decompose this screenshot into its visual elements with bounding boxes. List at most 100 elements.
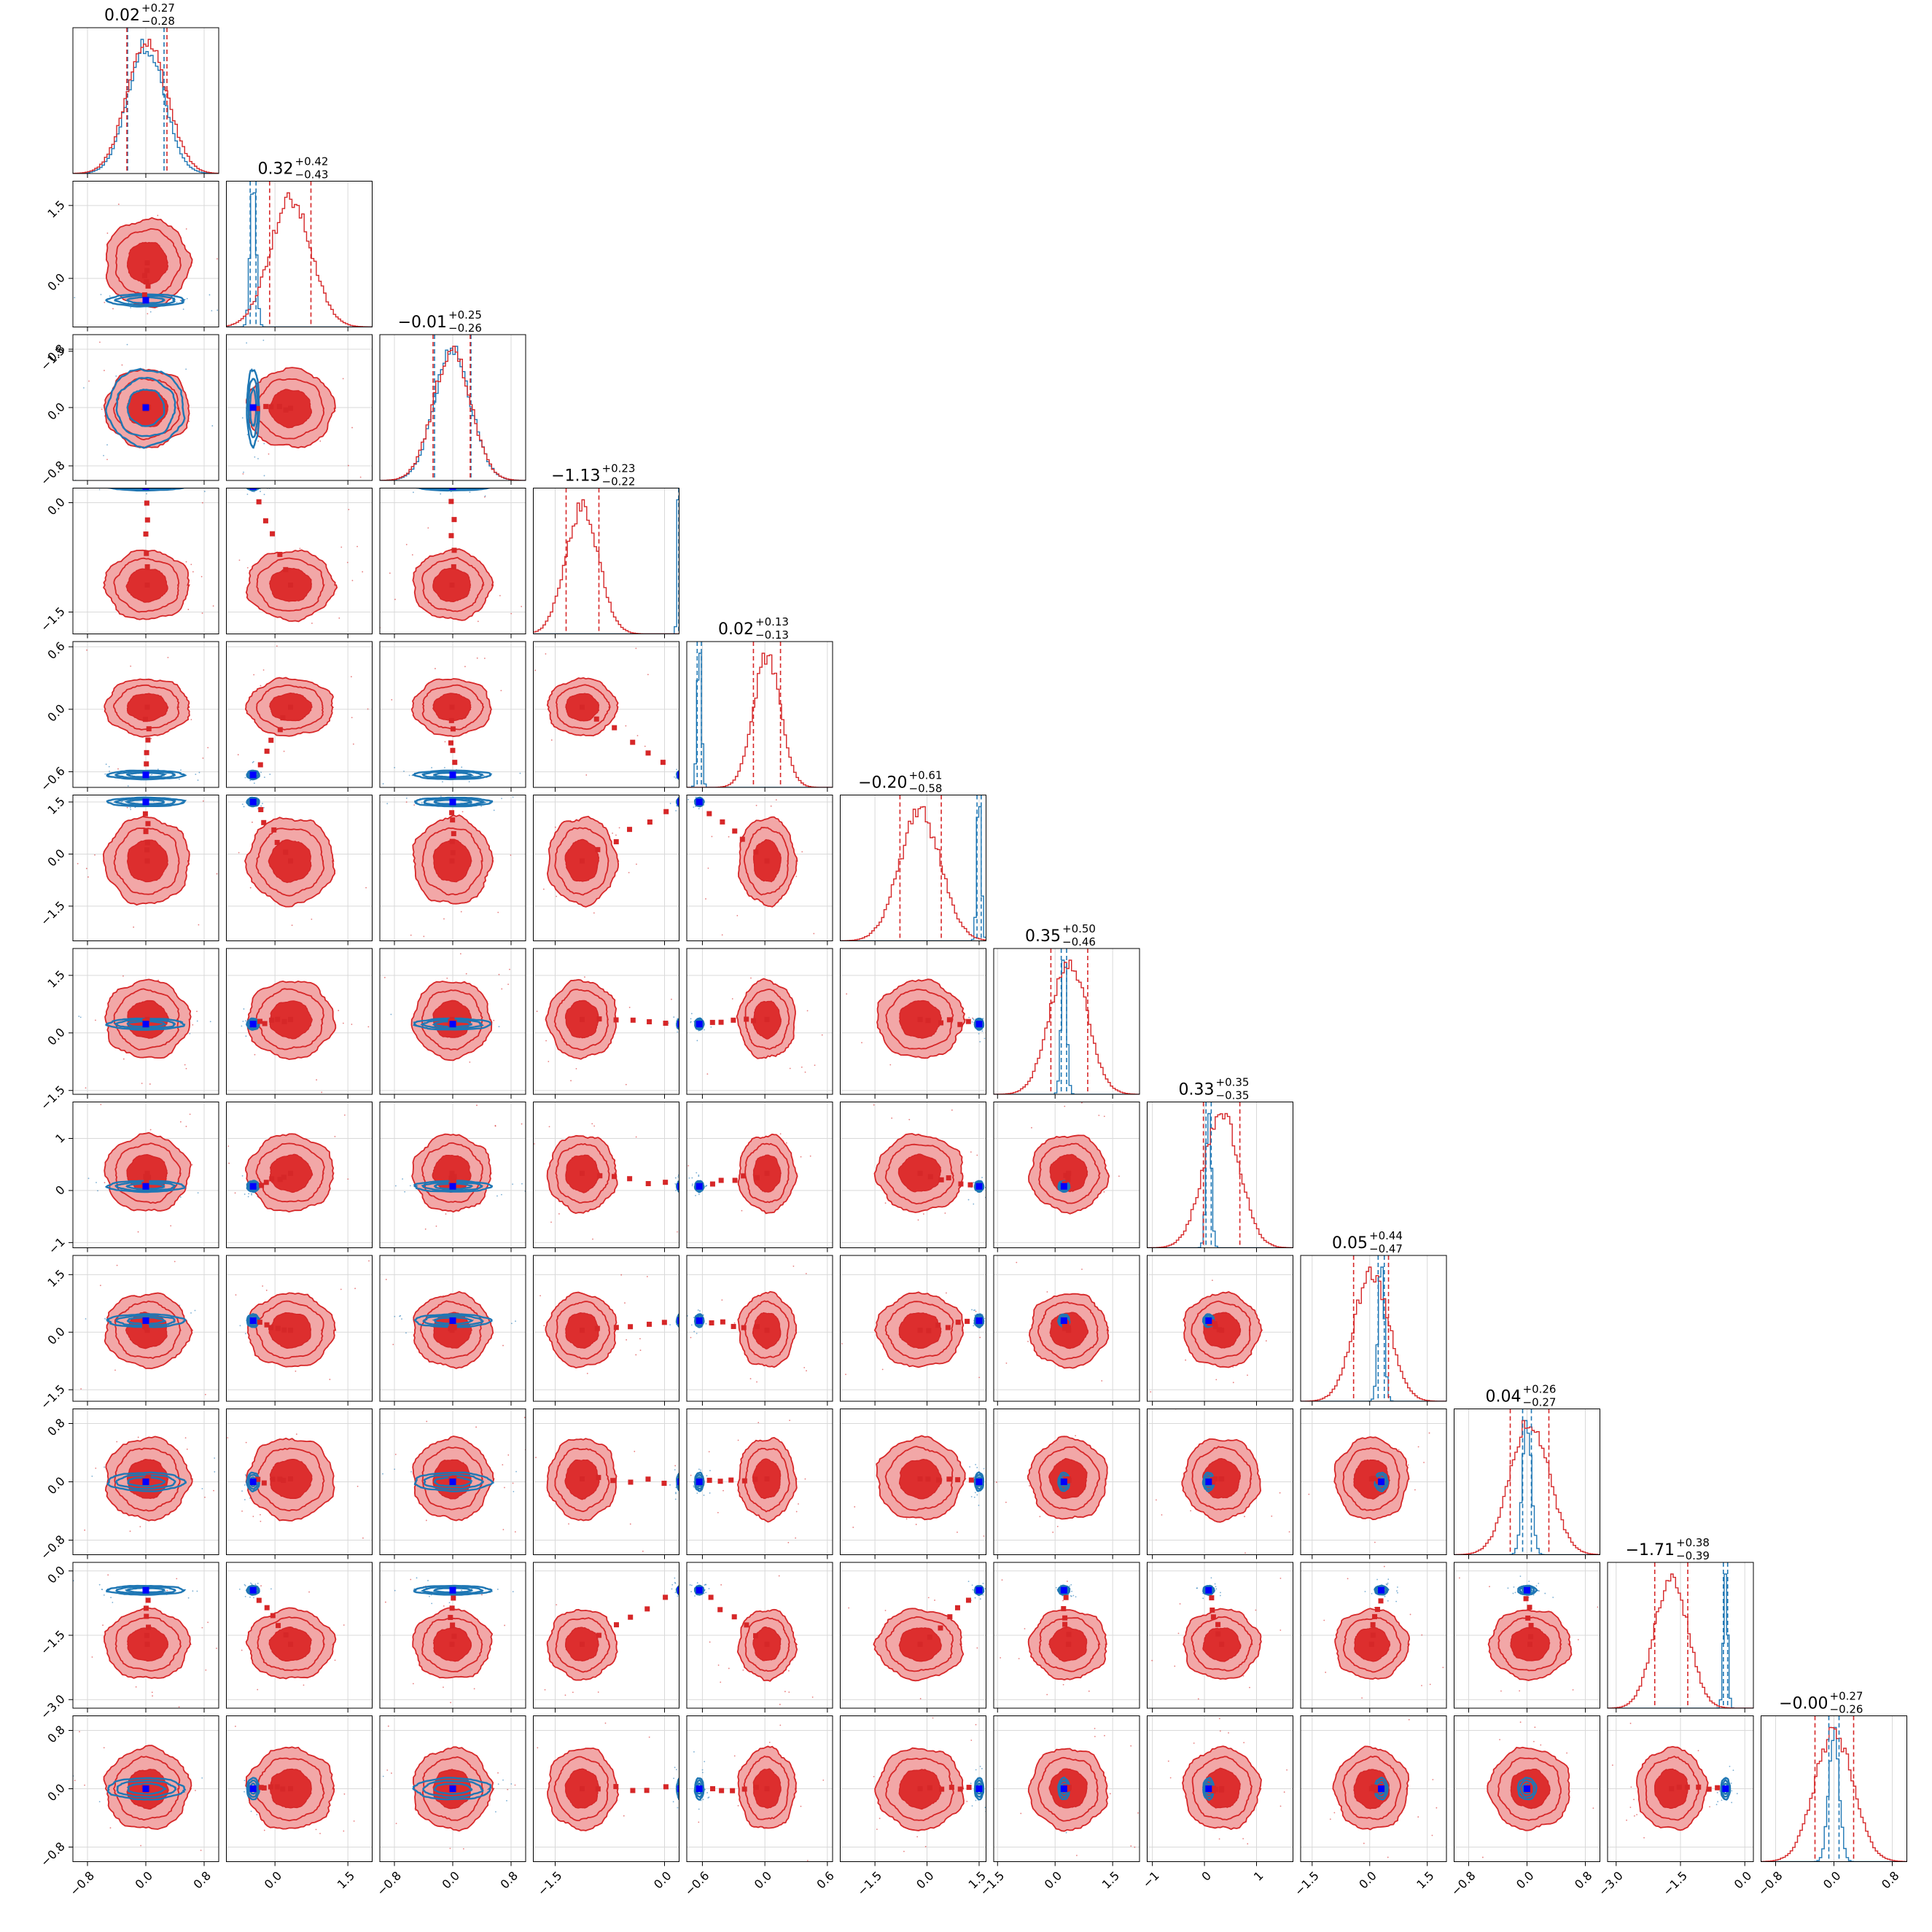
chain-marker-red	[1213, 1786, 1219, 1792]
chain-marker-red	[1525, 1615, 1531, 1621]
histogram-red-2	[380, 346, 526, 480]
sample-point-blue	[973, 1203, 975, 1205]
chain-marker-red	[255, 1476, 261, 1482]
sample-point-blue	[987, 1800, 989, 1801]
sample-point-blue	[674, 776, 675, 778]
sample-point-red	[276, 645, 278, 647]
sample-point-red	[198, 924, 200, 926]
sample-point-red	[172, 1680, 174, 1682]
truth-marker	[449, 1785, 456, 1792]
chain-marker-red	[450, 726, 456, 732]
chain-marker-red	[1066, 1328, 1072, 1333]
sample-point-blue	[127, 785, 129, 787]
sample-point-red	[1232, 1366, 1234, 1368]
panel-4-4	[687, 642, 833, 787]
sample-point-red	[1001, 1068, 1002, 1070]
sample-point-blue	[515, 1471, 517, 1473]
contour-blue-0	[1057, 1776, 1071, 1801]
sample-point-red	[1371, 1701, 1373, 1702]
sample-point-red	[233, 693, 234, 694]
sample-point-red	[114, 1369, 116, 1371]
sample-point-red	[1333, 1812, 1336, 1814]
sample-point-blue	[98, 1801, 101, 1803]
sample-point-red	[288, 1720, 289, 1721]
sample-point-red	[778, 1575, 780, 1577]
sample-point-red	[970, 1151, 972, 1153]
sample-point-red	[147, 313, 149, 315]
sample-point-red	[1151, 1659, 1153, 1662]
sample-point-red	[554, 826, 556, 828]
chain-marker-red	[1528, 1623, 1534, 1629]
sample-point-red	[528, 922, 529, 923]
chain-marker-red	[720, 1319, 725, 1325]
sample-point-blue	[100, 294, 102, 295]
sample-point-red	[1519, 1690, 1521, 1692]
sample-point-blue	[972, 1018, 974, 1020]
contour-blue-1	[247, 1473, 260, 1490]
panel-10-4	[687, 1562, 833, 1708]
sample-point-red	[983, 1535, 985, 1537]
sample-point-red	[873, 1775, 875, 1777]
sample-point-red	[1099, 1704, 1100, 1705]
sample-point-blue	[701, 1772, 704, 1774]
sample-point-red	[1081, 1269, 1083, 1270]
sample-point-blue	[408, 774, 410, 776]
y-tick-label: 0.0	[44, 1781, 67, 1804]
sample-point-red	[801, 1066, 803, 1068]
sample-point-blue	[242, 1021, 244, 1022]
panel-0-0	[73, 28, 219, 174]
panel-11-10	[1608, 1715, 1753, 1862]
sample-point-red	[391, 1772, 392, 1774]
sample-point-blue	[682, 1790, 684, 1791]
x-tick-label: −1.5	[535, 1869, 565, 1898]
chain-marker-red	[644, 1788, 650, 1793]
sample-point-blue	[971, 1805, 973, 1807]
chain-marker-red	[269, 1176, 275, 1182]
contour-blue-2	[433, 798, 472, 806]
sample-point-red	[1016, 1053, 1017, 1054]
sample-point-red	[794, 1818, 795, 1820]
sample-point-red	[924, 1845, 927, 1847]
sample-point-red	[806, 1370, 807, 1372]
chain-marker-red	[628, 1324, 634, 1330]
sample-point-red	[548, 1126, 550, 1128]
sample-point-red	[988, 995, 989, 997]
sample-point-red	[648, 1736, 650, 1738]
sample-point-red	[117, 203, 120, 206]
chain-marker-red	[755, 1324, 760, 1330]
truth-marker	[975, 1586, 983, 1594]
sample-point-blue	[484, 495, 486, 497]
sample-point-blue	[690, 1021, 692, 1024]
sample-point-red	[352, 743, 354, 745]
sample-point-blue	[469, 491, 471, 494]
sample-point-red	[1179, 1603, 1181, 1605]
sample-point-red	[1407, 1464, 1409, 1466]
sample-point-blue	[703, 1495, 705, 1496]
sample-point-red	[706, 1706, 708, 1707]
sample-point-red	[178, 338, 179, 340]
sample-point-blue	[679, 1189, 681, 1191]
sample-point-red	[394, 1453, 397, 1455]
sample-point-red	[612, 1568, 614, 1570]
chain-marker-red	[731, 1614, 737, 1620]
sample-point-blue	[976, 1467, 978, 1468]
sample-point-red	[513, 1657, 514, 1659]
sample-point-red	[905, 1518, 908, 1520]
sample-point-blue	[376, 1474, 378, 1476]
panel-frame-9-1	[226, 1409, 373, 1555]
sample-point-red	[635, 647, 637, 650]
sample-point-blue	[1519, 1575, 1522, 1577]
sample-point-blue	[257, 458, 259, 459]
sample-point-red	[227, 1145, 230, 1147]
sample-point-blue	[679, 1021, 681, 1022]
sample-point-red	[534, 669, 537, 671]
sample-point-blue	[1386, 1584, 1388, 1586]
sample-point-blue	[688, 798, 689, 801]
truth-marker	[142, 1183, 149, 1190]
sample-point-red	[994, 1164, 996, 1166]
chain-marker-red	[288, 583, 293, 588]
sample-point-blue	[988, 1488, 989, 1489]
sample-point-red	[257, 440, 260, 442]
truth-marker	[696, 1021, 703, 1028]
sample-point-blue	[685, 1772, 686, 1773]
